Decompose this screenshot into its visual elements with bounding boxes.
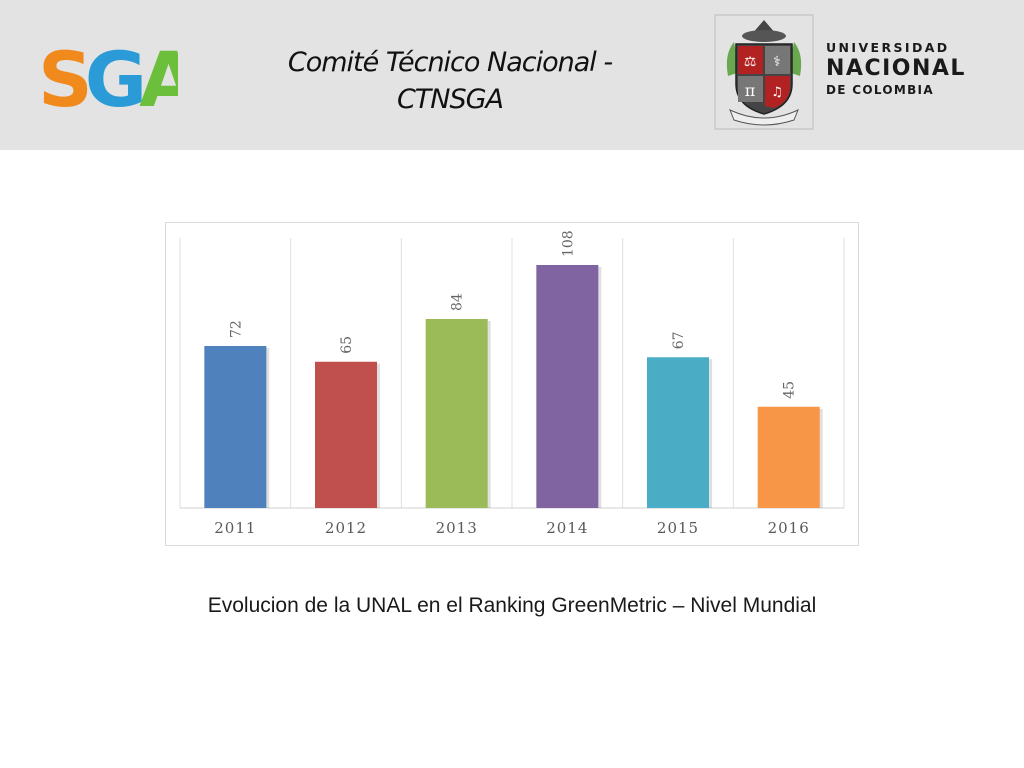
svg-text:⚕: ⚕ [773,54,781,70]
bar-2015 [647,357,709,508]
sga-logo-g: G [85,35,142,114]
header-bar: SGA Comité Técnico Nacional - CTNSGA ⚖ ⚕… [0,0,1024,150]
svg-text:⚖: ⚖ [744,54,757,70]
page-title: Comité Técnico Nacional - CTNSGA [287,47,613,115]
university-line-2: NACIONAL [826,56,966,81]
chart-caption: Evolucion de la UNAL en el Ranking Green… [207,594,817,617]
x-tick-label-2014: 2014 [546,519,588,537]
university-line-1: UNIVERSIDAD [826,40,950,55]
data-label-2015: 67 [671,331,687,349]
sga-logo: SGA [38,35,178,114]
bar-2011 [204,346,267,508]
bar-2012 [315,361,377,508]
university-crest-icon: ⚖ ⚕ π ♫ [714,14,814,130]
sga-logo-a: A [139,35,178,114]
svg-text:SGA: SGA [38,35,178,114]
data-label-2013: 84 [450,293,466,311]
data-label-2011: 72 [228,320,244,338]
data-label-2014: 108 [560,230,576,257]
bar-chart: 72 2011 65 2012 84 2013 108 2014 67 2015 45 2016 [179,230,845,537]
x-tick-label-2012: 2012 [325,519,367,537]
data-label-2012: 65 [339,336,355,354]
bar-2013 [425,319,488,508]
svg-text:π: π [745,81,756,100]
university-wordmark: UNIVERSIDAD NACIONAL DE COLOMBIA [826,40,1016,98]
data-label-2016: 45 [782,381,798,399]
x-tick-label-2016: 2016 [768,519,810,537]
svg-text:♫: ♫ [771,85,783,100]
bar-2014 [536,265,599,508]
x-tick-label-2015: 2015 [657,519,699,537]
x-tick-label-2013: 2013 [436,519,478,537]
sga-logo-s: S [38,35,88,114]
university-line-3: DE COLOMBIA [826,83,934,97]
x-tick-label-2011: 2011 [214,519,256,537]
bar-2016 [757,406,820,508]
